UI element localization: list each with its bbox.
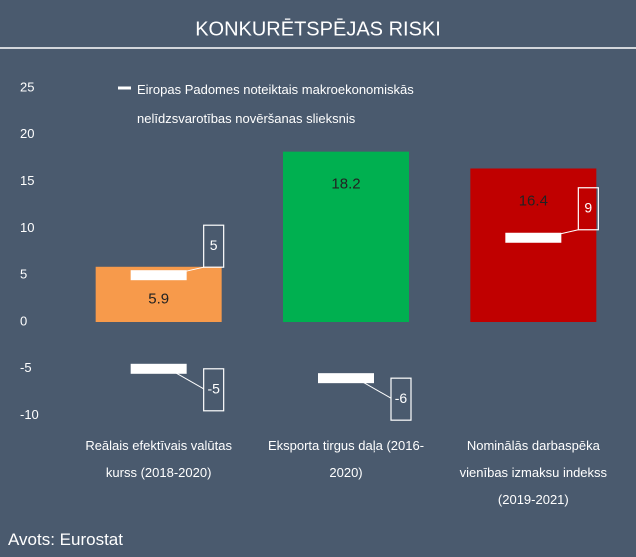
callout-line xyxy=(168,266,204,276)
x-tick-label: Eksporta tirgus daļa (2016-2020) xyxy=(267,438,425,480)
y-tick-label: 15 xyxy=(20,173,34,188)
source: Avots: Eurostat xyxy=(8,530,123,549)
callout-line xyxy=(168,368,204,390)
value-label: 16.4 xyxy=(519,192,548,209)
x-tick-label: Nominālās darbaspēka vienības izmaksu in… xyxy=(459,438,608,507)
callout-label: -5 xyxy=(207,381,220,397)
y-tick-label: 5 xyxy=(20,267,27,282)
threshold-marker xyxy=(130,270,187,281)
callout-box xyxy=(390,377,412,421)
threshold-marker xyxy=(130,363,187,374)
x-tick-label: Reālais efektīvais valūtas kurss (2018-2… xyxy=(85,438,232,480)
value-label: 18.2 xyxy=(331,176,360,193)
chart-title: KONKURĒTSPĒJAS RISKI xyxy=(195,17,441,40)
value-label: 5.9 xyxy=(148,291,169,308)
y-tick-label: -5 xyxy=(20,360,32,375)
callout-line xyxy=(543,229,579,239)
y-tick-label: 10 xyxy=(20,220,34,235)
y-tick-label: 0 xyxy=(20,313,27,328)
callout-box xyxy=(203,368,225,412)
bar xyxy=(470,168,597,322)
callout-line xyxy=(355,377,392,399)
threshold-marker xyxy=(505,232,562,243)
y-tick-label: -10 xyxy=(20,407,39,422)
legend-text: Eiropas Padomes noteiktais makroekonomis… xyxy=(137,82,414,126)
callout-box xyxy=(203,224,225,268)
threshold-marker xyxy=(318,373,374,384)
y-tick-label: 20 xyxy=(20,126,34,141)
bar xyxy=(283,151,409,322)
callout-label: 5 xyxy=(210,237,218,253)
y-tick-label: 25 xyxy=(20,79,34,94)
callout-box xyxy=(577,187,599,231)
callout-label: 9 xyxy=(584,199,592,215)
callout-label: -6 xyxy=(395,390,408,406)
